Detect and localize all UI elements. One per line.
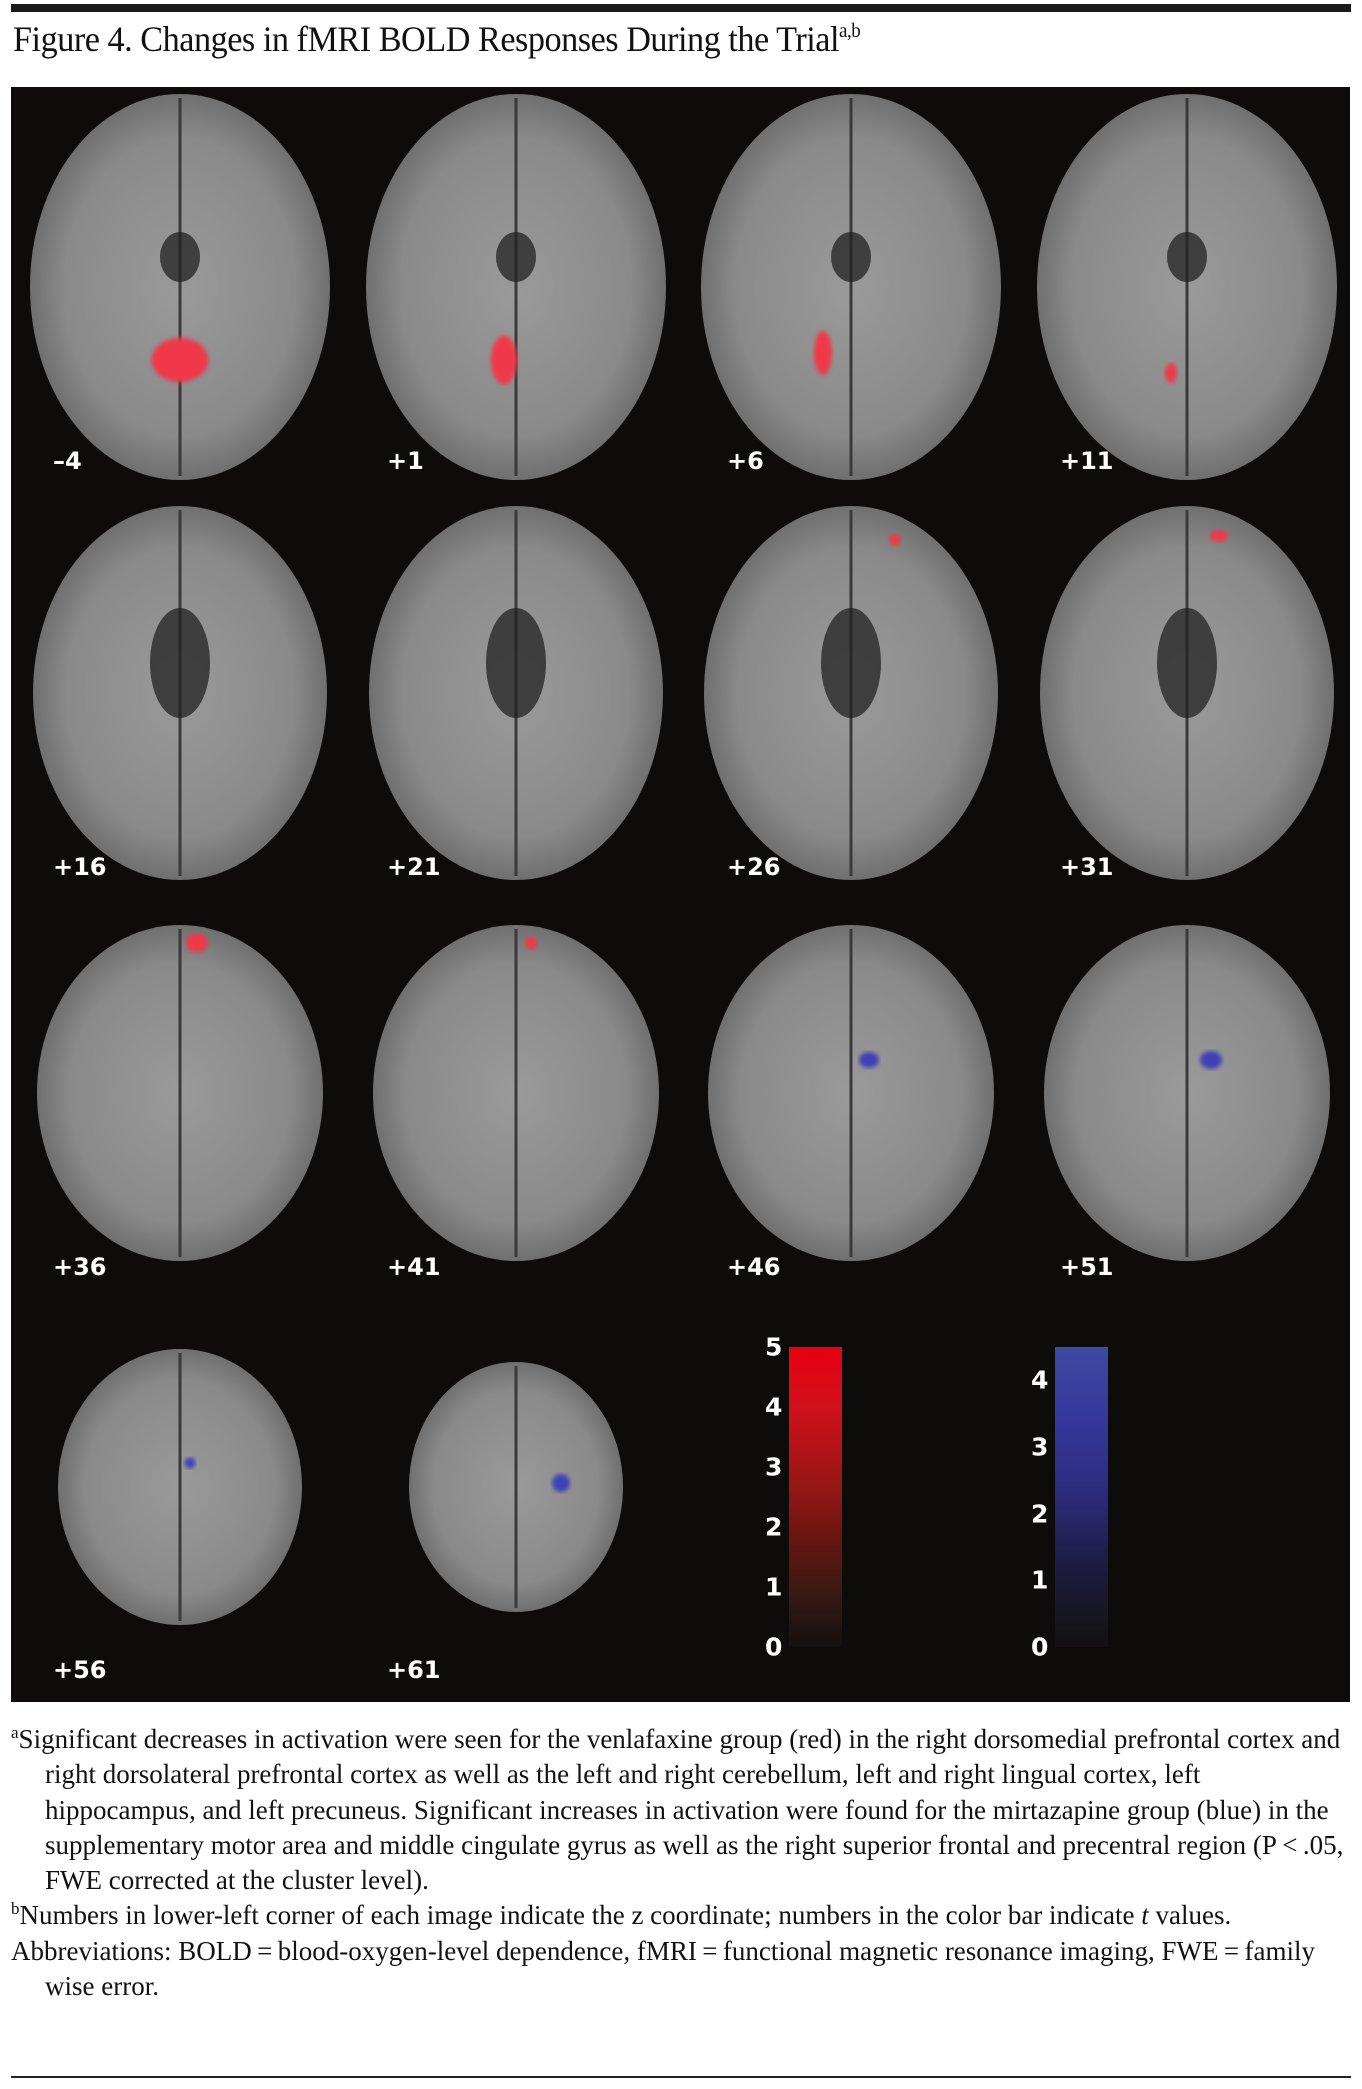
slice-z-label: +61	[387, 1656, 441, 1684]
brain-slice	[409, 1362, 623, 1612]
red-activation-cluster	[525, 936, 537, 950]
figure-title: Figure 4. Changes in fMRI BOLD Responses…	[13, 18, 861, 60]
slice-z-label: –4	[53, 447, 82, 475]
footnote-a-marker: a	[11, 1723, 19, 1742]
brain-slice	[37, 925, 323, 1261]
colorbar-tick-label: 3	[765, 1452, 783, 1482]
red-activation-cluster	[186, 933, 208, 953]
title-superscript: a,b	[839, 20, 861, 42]
brain-slice	[701, 94, 1001, 480]
ventricle	[1167, 232, 1207, 282]
top-rule	[11, 4, 1351, 12]
blue-activation-cluster	[859, 1052, 879, 1068]
ventricle	[831, 232, 871, 282]
slice-z-label: +6	[727, 447, 764, 475]
red-activation-cluster	[814, 331, 832, 375]
blue-activation-cluster	[552, 1474, 570, 1492]
red-colorbar	[789, 1347, 842, 1647]
footnote-b-marker: b	[11, 1899, 20, 1919]
footnote-a: aSignificant decreases in activation wer…	[11, 1722, 1356, 1898]
red-activation-cluster	[1210, 530, 1228, 542]
footnotes: aSignificant decreases in activation wer…	[11, 1722, 1356, 2004]
brain-slice-panel: –4 +1 +6 +11 +16 +21 +26 +31 +36 +41 +46 +51 +56 +61 5…	[11, 87, 1350, 1702]
colorbar-tick-label: 1	[1031, 1565, 1049, 1595]
brain-slice	[1040, 506, 1334, 880]
brain-slice	[704, 506, 998, 880]
ventricle	[821, 608, 881, 718]
brain-slice	[1044, 925, 1330, 1261]
colorbar-tick-label: 0	[765, 1632, 783, 1662]
footnote-abbreviations: Abbreviations: BOLD = blood-oxygen-level…	[11, 1935, 1316, 2002]
red-activation-cluster	[151, 338, 209, 382]
brain-slice	[366, 94, 666, 480]
colorbar-tick-label: 5	[765, 1332, 783, 1362]
slice-z-label: +56	[53, 1656, 107, 1684]
colorbar-tick-label: 4	[765, 1392, 783, 1422]
slice-z-label: +31	[1060, 853, 1114, 881]
footnote-b-text-end: values.	[1148, 1900, 1232, 1931]
slice-z-label: +51	[1060, 1253, 1114, 1281]
blue-activation-cluster	[184, 1457, 196, 1469]
figure-title-text: Figure 4. Changes in fMRI BOLD Responses…	[13, 19, 840, 59]
slice-z-label: +41	[387, 1253, 441, 1281]
colorbar-tick-label: 4	[1031, 1365, 1049, 1395]
colorbar-tick-label: 2	[765, 1512, 783, 1542]
footnote-a-text: Significant decreases in activation were…	[18, 1724, 1344, 1896]
brain-slice	[58, 1349, 302, 1625]
slice-z-label: +26	[727, 853, 781, 881]
footnote-b-t-italic: t	[1141, 1900, 1149, 1931]
slice-z-label: +1	[387, 447, 424, 475]
brain-slice	[1037, 94, 1337, 480]
bottom-rule	[11, 2076, 1351, 2078]
ventricle	[496, 232, 536, 282]
slice-z-label: +11	[1060, 447, 1114, 475]
brain-slice	[373, 925, 659, 1261]
colorbar-tick-label: 2	[1031, 1499, 1049, 1529]
red-activation-cluster	[491, 335, 517, 385]
slice-z-label: +46	[727, 1253, 781, 1281]
brain-slice	[30, 94, 330, 480]
blue-activation-cluster	[1200, 1051, 1222, 1069]
brain-slices-svg	[30, 94, 1337, 1625]
red-activation-cluster	[889, 534, 901, 546]
red-activation-cluster	[1165, 363, 1177, 383]
colorbar-tick-label: 1	[765, 1572, 783, 1602]
brain-slice	[708, 925, 994, 1261]
ventricle	[1157, 608, 1217, 718]
footnote-b: bNumbers in lower-left corner of each im…	[11, 1898, 1356, 1933]
colorbar-tick-label: 3	[1031, 1432, 1049, 1462]
ventricle	[486, 608, 546, 718]
blue-colorbar	[1055, 1347, 1108, 1647]
slice-z-label: +21	[387, 853, 441, 881]
ventricle	[150, 608, 210, 718]
slice-z-label: +16	[53, 853, 107, 881]
colorbar-tick-label: 0	[1031, 1632, 1049, 1662]
slice-z-label: +36	[53, 1253, 107, 1281]
footnote-b-text: Numbers in lower-left corner of each ima…	[19, 1900, 1142, 1931]
brain-slice	[33, 506, 327, 880]
brain-slice	[369, 506, 663, 880]
ventricle	[160, 232, 200, 282]
